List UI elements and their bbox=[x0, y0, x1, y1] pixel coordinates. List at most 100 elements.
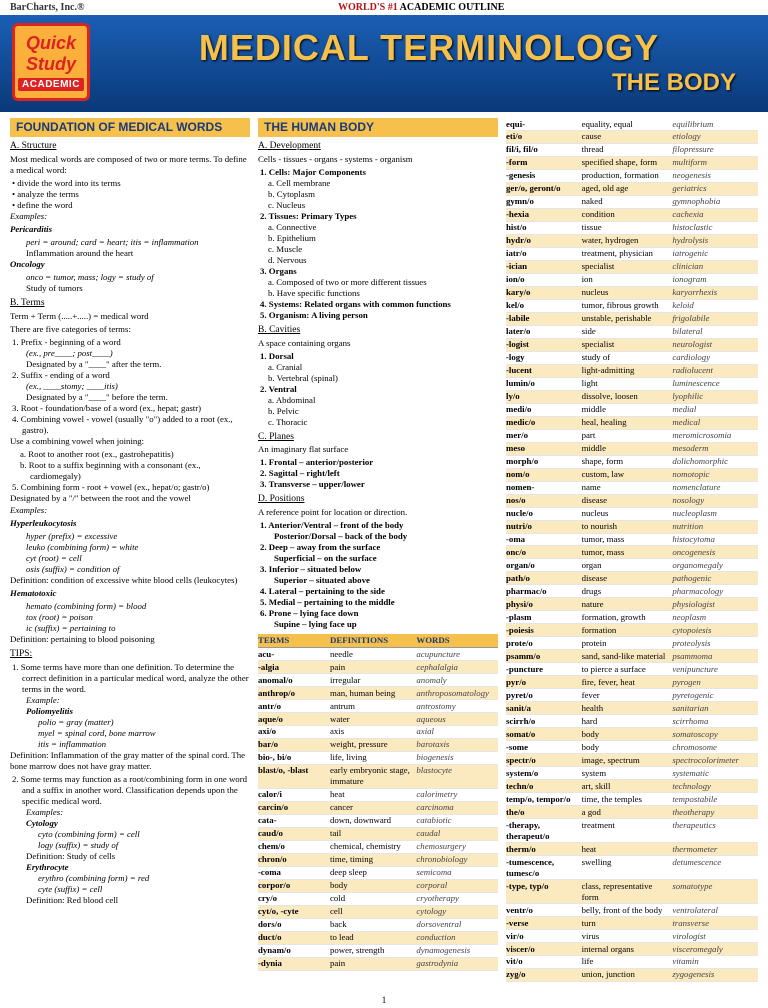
term: eti/o bbox=[506, 131, 582, 142]
term: nos/o bbox=[506, 495, 582, 506]
word: dynamogenesis bbox=[416, 945, 498, 956]
table-row: -labileunstable, perishablefrigolabile bbox=[506, 313, 758, 326]
term: -hexia bbox=[506, 209, 582, 220]
term: chem/o bbox=[258, 841, 330, 852]
table-row: hydr/owater, hydrogenhydrolysis bbox=[506, 235, 758, 248]
definition: cold bbox=[330, 893, 416, 904]
word: vitamin bbox=[672, 956, 758, 967]
example-term: Oncology bbox=[10, 259, 45, 269]
table-row: caud/otailcaudal bbox=[258, 828, 498, 841]
definition: early embryonic stage, immature bbox=[330, 765, 416, 787]
content: FOUNDATION OF MEDICAL WORDS A. Structure… bbox=[0, 112, 768, 992]
table-row: spectr/oimage, spectrumspectrocolorimete… bbox=[506, 754, 758, 767]
word: bilateral bbox=[672, 326, 758, 337]
term: nucle/o bbox=[506, 508, 582, 519]
term: -plasm bbox=[506, 612, 582, 623]
cavities-line: A space containing organs bbox=[258, 338, 498, 349]
table-row: medic/oheal, healingmedical bbox=[506, 417, 758, 430]
definition: aged, old age bbox=[582, 183, 673, 194]
definition: weight, pressure bbox=[330, 739, 416, 750]
definition: heat bbox=[330, 789, 416, 800]
dev-line: Cells - tissues - organs - systems - org… bbox=[258, 154, 498, 165]
term: ly/o bbox=[506, 391, 582, 402]
col-terms: TERMS bbox=[258, 635, 330, 646]
definition: nucleus bbox=[582, 508, 673, 519]
table-row: -algiapaincephalalgia bbox=[258, 661, 498, 674]
word: cachexia bbox=[672, 209, 758, 220]
table-row: morph/oshape, formdolichomorphic bbox=[506, 456, 758, 469]
term: cata- bbox=[258, 815, 330, 826]
word: conduction bbox=[416, 932, 498, 943]
definition: side bbox=[582, 326, 673, 337]
word: organomegaly bbox=[672, 560, 758, 571]
word: equilibrium bbox=[672, 119, 758, 130]
definition: disease bbox=[582, 495, 673, 506]
table-row: pharmac/odrugspharmacology bbox=[506, 585, 758, 598]
term: bar/o bbox=[258, 739, 330, 750]
term: scirrh/o bbox=[506, 716, 582, 727]
definition: protein bbox=[582, 638, 673, 649]
definition: deep sleep bbox=[330, 867, 416, 878]
table-row: scirrh/ohardscirrhoma bbox=[506, 715, 758, 728]
term: anomal/o bbox=[258, 675, 330, 686]
column-3: equi-equality, equalequilibriumeti/ocaus… bbox=[506, 118, 758, 982]
term: dors/o bbox=[258, 919, 330, 930]
list-item: 1. Prefix - beginning of a word bbox=[10, 337, 250, 348]
definition: tissue bbox=[582, 222, 673, 233]
term: -type, typ/o bbox=[506, 881, 582, 903]
positions-line: A reference point for location or direct… bbox=[258, 507, 498, 518]
table-row: temp/o, tempor/otime, the templestempost… bbox=[506, 793, 758, 806]
term: -labile bbox=[506, 313, 582, 324]
word: cardiology bbox=[672, 352, 758, 363]
example-parts: peri = around; card = heart; itis = infl… bbox=[26, 237, 199, 247]
definition: axis bbox=[330, 726, 416, 737]
word: neogenesis bbox=[672, 170, 758, 181]
definition: formation bbox=[582, 625, 673, 636]
definition: turn bbox=[582, 918, 673, 929]
term: -oma bbox=[506, 534, 582, 545]
example-term: Hyperleukocytosis bbox=[10, 518, 76, 528]
table-row: sanit/ahealthsanitarian bbox=[506, 702, 758, 715]
term: spectr/o bbox=[506, 755, 582, 766]
quickstudy-badge: Quick Study ACADEMIC bbox=[12, 23, 90, 101]
term: -dynia bbox=[258, 958, 330, 969]
term: carcin/o bbox=[258, 802, 330, 813]
list-item: a. Cell membrane bbox=[258, 178, 498, 189]
table-row: nomen-namenomenclature bbox=[506, 482, 758, 495]
definition: middle bbox=[582, 443, 673, 454]
example-term: Cytology bbox=[26, 818, 58, 828]
word: pyrogen bbox=[672, 677, 758, 688]
word: oncogenesis bbox=[672, 547, 758, 558]
list-item: b. Epithelium bbox=[258, 233, 498, 244]
word: venipuncture bbox=[672, 664, 758, 675]
definition: irregular bbox=[330, 675, 416, 686]
definition: tumor, mass bbox=[582, 547, 673, 558]
table-row: -therapy, therapeut/otreatmenttherapeuti… bbox=[506, 819, 758, 843]
term: temp/o, tempor/o bbox=[506, 794, 582, 805]
table-row: -comadeep sleepsemicoma bbox=[258, 867, 498, 880]
table-row: fil/i, fil/othreadfilopressure bbox=[506, 144, 758, 157]
example-parts: hemato (combining form) = blood bbox=[26, 601, 146, 611]
table-row: -lucentlight-admittingradiolucent bbox=[506, 365, 758, 378]
list-item: 4. Lateral – pertaining to the side bbox=[258, 586, 498, 597]
term: nutri/o bbox=[506, 521, 582, 532]
definition: nature bbox=[582, 599, 673, 610]
list-item: c. Nucleus bbox=[258, 200, 498, 211]
term: -algia bbox=[258, 662, 330, 673]
word: cephalalgia bbox=[416, 662, 498, 673]
word: spectrocolorimeter bbox=[672, 755, 758, 766]
definition: specialist bbox=[582, 261, 673, 272]
term: iatr/o bbox=[506, 248, 582, 259]
definition: hard bbox=[582, 716, 673, 727]
tip-1: 1. Some terms have more than one definit… bbox=[10, 662, 250, 695]
definition: light bbox=[582, 378, 673, 389]
table-row: anomal/oirregularanomaly bbox=[258, 674, 498, 687]
word: nutrition bbox=[672, 521, 758, 532]
term: somat/o bbox=[506, 729, 582, 740]
word: somatotype bbox=[672, 881, 758, 903]
term: corpor/o bbox=[258, 880, 330, 891]
table-row: medi/omiddlemedial bbox=[506, 404, 758, 417]
definition: chemical, chemistry bbox=[330, 841, 416, 852]
term: chron/o bbox=[258, 854, 330, 865]
word: nomotopic bbox=[672, 469, 758, 480]
